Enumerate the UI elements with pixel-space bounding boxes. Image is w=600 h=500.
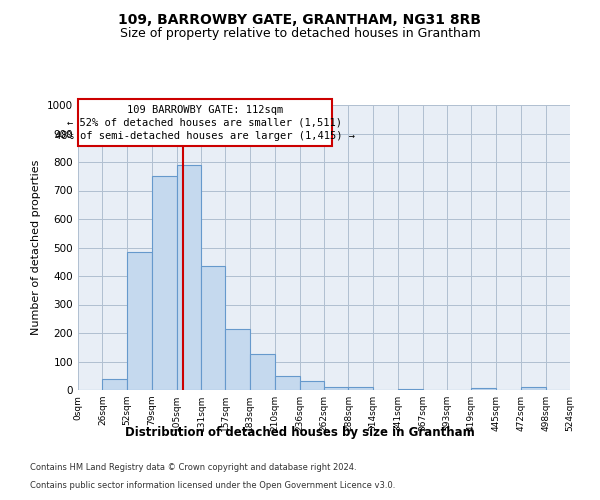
- Text: Contains HM Land Registry data © Crown copyright and database right 2024.: Contains HM Land Registry data © Crown c…: [30, 464, 356, 472]
- Bar: [176, 165, 201, 390]
- Text: 109 BARROWBY GATE: 112sqm: 109 BARROWBY GATE: 112sqm: [127, 104, 283, 115]
- Bar: [201, 266, 226, 390]
- Bar: [226, 328, 250, 390]
- Y-axis label: Number of detached properties: Number of detached properties: [31, 160, 41, 335]
- Bar: [127, 252, 152, 390]
- Bar: [521, 387, 545, 390]
- Text: Contains public sector information licensed under the Open Government Licence v3: Contains public sector information licen…: [30, 481, 395, 490]
- Bar: [250, 354, 275, 390]
- Bar: [275, 376, 299, 390]
- Bar: [103, 378, 127, 390]
- Bar: [299, 382, 324, 390]
- Text: 109, BARROWBY GATE, GRANTHAM, NG31 8RB: 109, BARROWBY GATE, GRANTHAM, NG31 8RB: [119, 12, 482, 26]
- Bar: [349, 387, 373, 390]
- Text: ← 52% of detached houses are smaller (1,511): ← 52% of detached houses are smaller (1,…: [67, 118, 342, 128]
- Bar: [398, 388, 422, 390]
- Bar: [324, 386, 349, 390]
- Text: Size of property relative to detached houses in Grantham: Size of property relative to detached ho…: [119, 28, 481, 40]
- Text: Distribution of detached houses by size in Grantham: Distribution of detached houses by size …: [125, 426, 475, 439]
- Text: 48% of semi-detached houses are larger (1,415) →: 48% of semi-detached houses are larger (…: [55, 131, 355, 141]
- Bar: [472, 388, 496, 390]
- Bar: [152, 176, 176, 390]
- FancyBboxPatch shape: [78, 100, 332, 146]
